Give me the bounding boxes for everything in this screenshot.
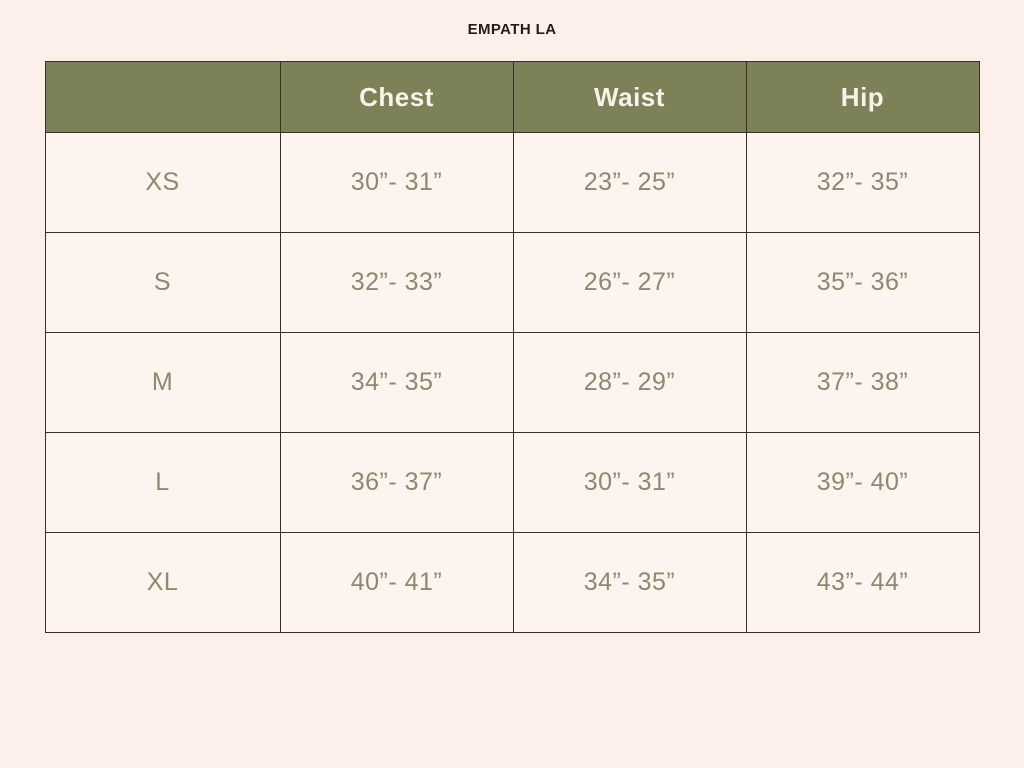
size-label: L bbox=[44, 432, 281, 533]
table-row-l: L 36”- 37” 30”- 31” 39”- 40” bbox=[44, 432, 980, 533]
table-row-s: S 32”- 33” 26”- 27” 35”- 36” bbox=[44, 232, 980, 333]
size-label: M bbox=[44, 332, 281, 433]
table-row-xs: XS 30”- 31” 23”- 25” 32”- 35” bbox=[44, 132, 980, 233]
waist-value: 30”- 31” bbox=[512, 432, 747, 533]
page-title: EMPATH LA bbox=[467, 21, 557, 38]
size-label: XL bbox=[44, 532, 281, 633]
chest-value: 36”- 37” bbox=[279, 432, 514, 533]
column-header-waist: Waist bbox=[512, 61, 747, 133]
hip-value: 37”- 38” bbox=[745, 332, 980, 433]
waist-value: 34”- 35” bbox=[512, 532, 747, 633]
chest-value: 32”- 33” bbox=[279, 232, 514, 333]
size-chart-table: Chest Waist Hip XS 30”- 31” 23”- 25” 32”… bbox=[44, 61, 980, 633]
hip-value: 43”- 44” bbox=[745, 532, 980, 633]
hip-value: 35”- 36” bbox=[745, 232, 980, 333]
waist-value: 23”- 25” bbox=[512, 132, 747, 233]
hip-value: 39”- 40” bbox=[745, 432, 980, 533]
header-row: Chest Waist Hip bbox=[44, 61, 980, 133]
table-row-xl: XL 40”- 41” 34”- 35” 43”- 44” bbox=[44, 532, 980, 633]
column-header-hip: Hip bbox=[745, 61, 980, 133]
size-label: S bbox=[44, 232, 281, 333]
table-body: XS 30”- 31” 23”- 25” 32”- 35” S 32”- 33”… bbox=[44, 132, 980, 633]
chest-value: 40”- 41” bbox=[279, 532, 514, 633]
column-header-chest: Chest bbox=[279, 61, 514, 133]
chest-value: 30”- 31” bbox=[279, 132, 514, 233]
waist-value: 26”- 27” bbox=[512, 232, 747, 333]
table-row-m: M 34”- 35” 28”- 29” 37”- 38” bbox=[44, 332, 980, 433]
table-header: Chest Waist Hip bbox=[44, 61, 980, 133]
hip-value: 32”- 35” bbox=[745, 132, 980, 233]
chest-value: 34”- 35” bbox=[279, 332, 514, 433]
corner-cell bbox=[44, 61, 281, 133]
waist-value: 28”- 29” bbox=[512, 332, 747, 433]
size-label: XS bbox=[44, 132, 281, 233]
